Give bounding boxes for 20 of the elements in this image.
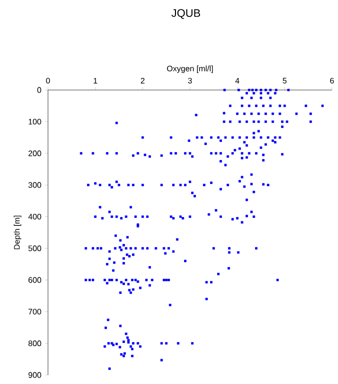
y-tick-label: 300 — [28, 182, 42, 188]
y-tick-label: 400 — [28, 214, 42, 220]
x-tick-label: 6 — [330, 78, 334, 84]
y-tick-label: 0 — [37, 87, 42, 93]
y-tick-label: 100 — [28, 118, 42, 125]
chart-title: JQUB — [171, 9, 200, 19]
y-tick-label: 800 — [28, 340, 42, 346]
x-tick-label: 5 — [282, 78, 287, 84]
y-axis-title: Depth [m] — [14, 216, 22, 250]
x-tick-label: 1 — [94, 78, 98, 84]
y-tick-label: 700 — [28, 308, 42, 314]
y-tick-label: 200 — [28, 150, 42, 156]
x-tick-label: 2 — [140, 78, 144, 84]
x-tick-label: 0 — [46, 78, 50, 84]
y-tick-label: 600 — [28, 277, 42, 283]
x-axis-title: Oxygen [ml/l] — [167, 65, 213, 73]
y-tick-label: 500 — [28, 246, 42, 252]
x-tick-label: 4 — [235, 78, 240, 84]
y-tick-label: 900 — [28, 372, 42, 378]
x-tick-label: 3 — [188, 78, 192, 84]
